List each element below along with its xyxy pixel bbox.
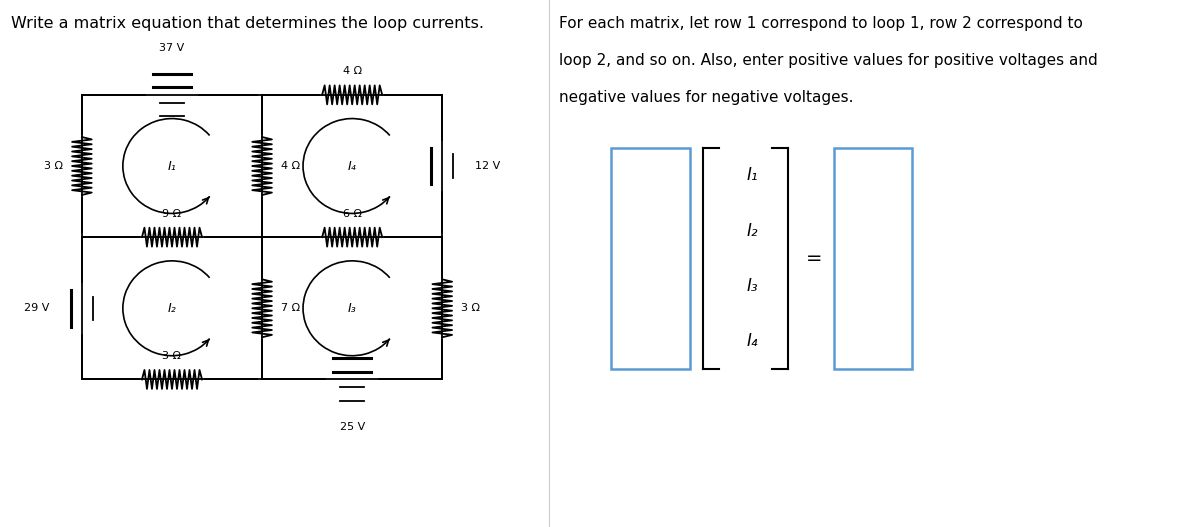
Text: 4 Ω: 4 Ω (343, 66, 361, 76)
Text: 3 Ω: 3 Ω (461, 304, 480, 313)
Text: I₁: I₁ (168, 160, 176, 172)
Text: 3 Ω: 3 Ω (43, 161, 62, 171)
Text: I₁: I₁ (746, 166, 757, 184)
Text: 9 Ω: 9 Ω (162, 209, 181, 219)
Text: 37 V: 37 V (160, 43, 185, 53)
Bar (612, 148, 690, 369)
Text: 6 Ω: 6 Ω (343, 209, 361, 219)
Text: I₄: I₄ (348, 160, 356, 172)
Bar (834, 148, 912, 369)
Text: I₃: I₃ (746, 277, 757, 295)
Text: I₄: I₄ (746, 332, 757, 350)
Text: I₃: I₃ (348, 302, 356, 315)
Text: 25 V: 25 V (340, 422, 365, 432)
Text: 3 Ω: 3 Ω (162, 351, 181, 361)
Text: 7 Ω: 7 Ω (281, 304, 300, 313)
Text: I₂: I₂ (168, 302, 176, 315)
Text: =: = (806, 249, 822, 268)
Text: 29 V: 29 V (24, 304, 49, 313)
Text: 12 V: 12 V (475, 161, 500, 171)
Text: negative values for negative voltages.: negative values for negative voltages. (559, 90, 853, 104)
Text: Write a matrix equation that determines the loop currents.: Write a matrix equation that determines … (11, 16, 484, 31)
Text: For each matrix, let row 1 correspond to loop 1, row 2 correspond to: For each matrix, let row 1 correspond to… (559, 16, 1082, 31)
Text: I₂: I₂ (746, 221, 757, 240)
Text: 4 Ω: 4 Ω (281, 161, 300, 171)
Text: loop 2, and so on. Also, enter positive values for positive voltages and: loop 2, and so on. Also, enter positive … (559, 53, 1098, 67)
